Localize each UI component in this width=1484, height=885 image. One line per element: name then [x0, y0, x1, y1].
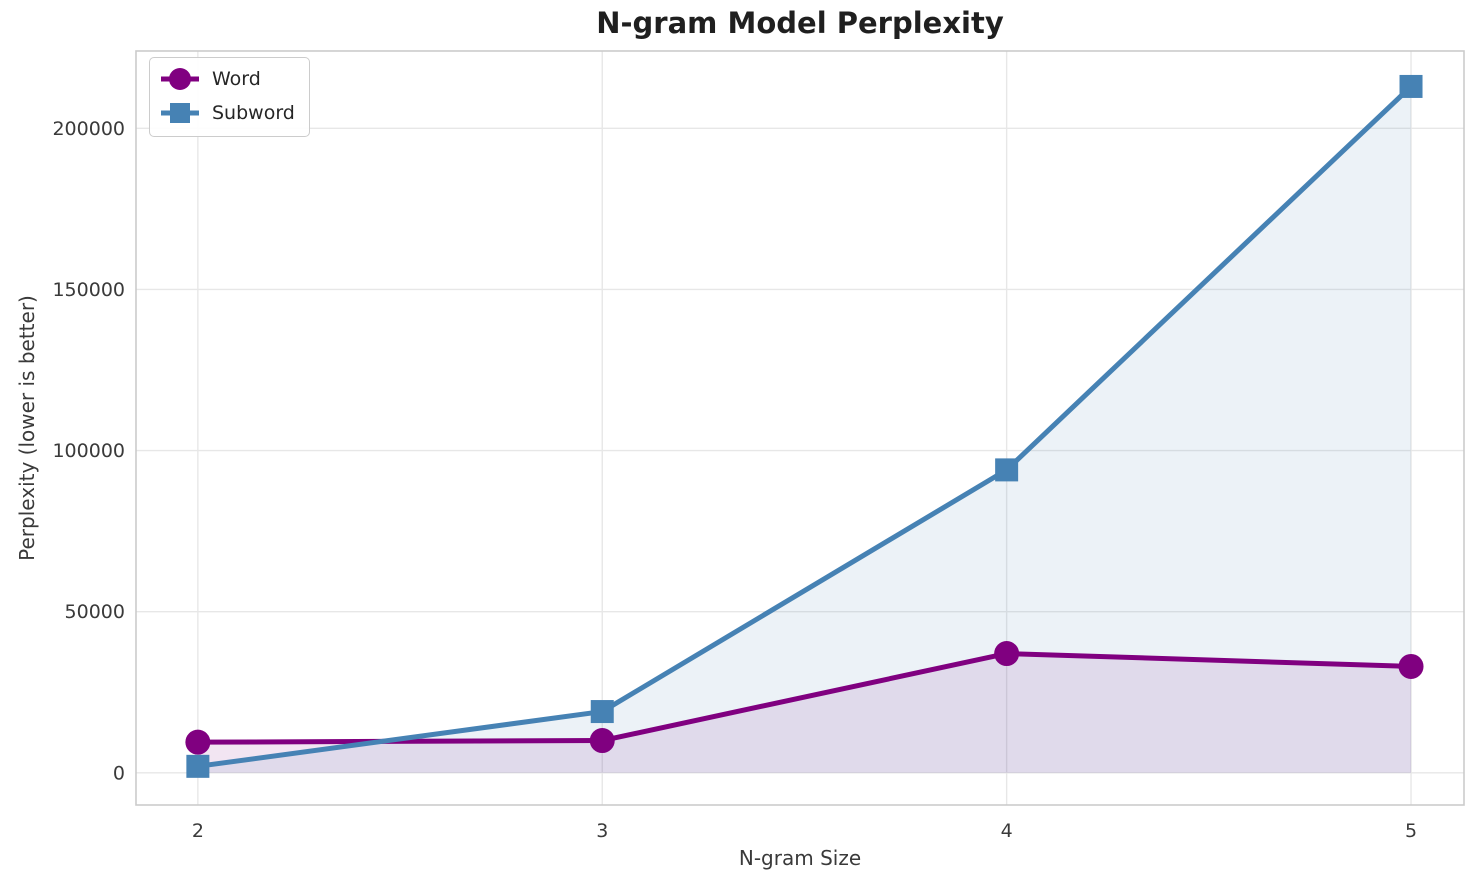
data-point-subword — [590, 700, 614, 724]
data-point-subword — [186, 754, 210, 778]
y-tick-label: 200000 — [52, 118, 125, 140]
plot-border — [135, 50, 1465, 806]
y-tick-label: 150000 — [52, 279, 125, 301]
x-axis-label: N-gram Size — [738, 846, 862, 870]
y-tick-label: 50000 — [65, 601, 125, 623]
legend: Word Subword — [149, 57, 310, 137]
legend-label-subword: Subword — [212, 102, 295, 124]
data-point-word — [994, 641, 1020, 667]
x-tick-label: 5 — [1405, 820, 1417, 842]
data-point-word — [1398, 653, 1424, 679]
series-fill-subword — [197, 86, 1412, 773]
y-tick-label: 100000 — [52, 440, 125, 462]
data-point-subword — [1399, 74, 1423, 98]
x-tick-label: 4 — [1001, 820, 1013, 842]
chart-title: N-gram Model Perplexity — [596, 6, 1004, 40]
legend-item-subword: Subword — [158, 98, 295, 128]
word-legend-marker — [169, 68, 191, 90]
legend-label-word: Word — [212, 68, 261, 90]
word-line-circle-icon — [161, 68, 199, 90]
series-line-subword — [195, 83, 1414, 769]
legend-item-word: Word — [158, 64, 295, 94]
x-tick-label: 3 — [596, 820, 608, 842]
data-point-word — [589, 728, 615, 754]
y-tick-label: 0 — [113, 762, 125, 784]
subword-line-square-icon — [161, 103, 199, 123]
data-point-subword — [995, 458, 1019, 482]
data-point-word — [185, 729, 211, 755]
subword-legend-marker — [170, 103, 190, 123]
x-tick-label: 2 — [192, 820, 204, 842]
